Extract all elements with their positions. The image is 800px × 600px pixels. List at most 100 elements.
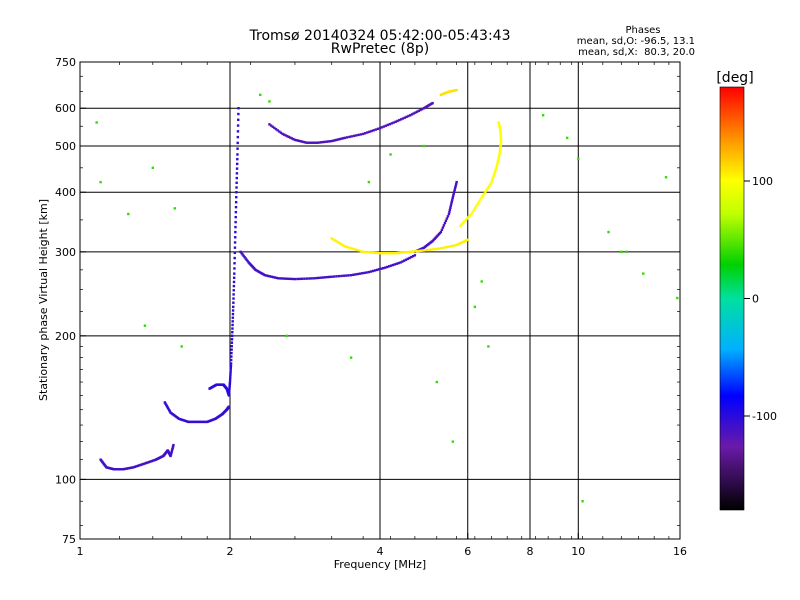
data-point xyxy=(296,139,300,142)
data-point xyxy=(341,137,345,140)
data-point xyxy=(396,251,399,255)
data-point xyxy=(382,125,386,128)
data-point xyxy=(135,465,138,468)
data-point xyxy=(271,125,274,128)
data-point xyxy=(302,140,305,144)
data-point xyxy=(403,116,406,119)
data-point xyxy=(419,249,422,252)
data-point xyxy=(233,251,237,255)
colorbar-ticks: 100 0 -100 xyxy=(744,175,777,423)
data-point xyxy=(403,251,406,254)
data-point xyxy=(378,126,382,130)
data-point xyxy=(230,341,234,344)
data-point xyxy=(268,123,271,126)
data-point xyxy=(461,221,465,225)
data-point xyxy=(565,136,569,140)
data-point xyxy=(333,239,337,242)
data-point xyxy=(368,130,371,133)
data-point xyxy=(380,126,384,129)
data-point xyxy=(367,270,371,274)
data-point xyxy=(323,276,327,279)
data-point xyxy=(197,420,200,424)
data-point xyxy=(171,446,174,450)
data-point xyxy=(454,186,457,190)
data-point xyxy=(445,245,449,249)
data-point xyxy=(227,392,231,395)
data-point xyxy=(402,259,406,262)
data-point xyxy=(286,134,289,138)
data-point xyxy=(236,141,239,145)
data-point xyxy=(494,168,498,171)
data-point xyxy=(299,140,302,143)
data-point xyxy=(230,358,233,362)
data-point xyxy=(130,466,134,469)
data-point xyxy=(121,468,125,471)
data-point xyxy=(364,250,367,254)
data-point xyxy=(338,242,342,245)
data-point xyxy=(234,205,238,209)
data-point xyxy=(345,274,348,277)
data-point xyxy=(359,133,363,136)
data-point xyxy=(437,247,440,250)
data-point xyxy=(330,139,333,143)
data-point xyxy=(499,139,503,142)
data-point xyxy=(289,277,292,281)
data-point xyxy=(230,355,233,358)
data-point xyxy=(235,176,238,180)
data-point xyxy=(143,462,147,465)
data-point xyxy=(409,250,412,254)
data-point xyxy=(127,212,130,216)
data-point xyxy=(132,466,135,469)
data-point xyxy=(151,459,155,462)
data-point xyxy=(450,202,453,205)
y-tick-label: 300 xyxy=(55,246,76,259)
data-point xyxy=(233,272,236,275)
data-point xyxy=(456,243,460,246)
data-point xyxy=(298,139,301,143)
data-point xyxy=(232,305,235,309)
data-point xyxy=(234,230,237,234)
data-point xyxy=(338,137,342,141)
data-point xyxy=(149,460,152,463)
data-point xyxy=(439,230,443,234)
data-point xyxy=(607,230,610,234)
data-point xyxy=(153,458,156,462)
data-point xyxy=(448,210,451,214)
data-point xyxy=(441,226,445,229)
data-point xyxy=(407,114,410,118)
data-point xyxy=(230,334,234,338)
data-point xyxy=(393,263,397,266)
data-point xyxy=(498,148,502,151)
data-point xyxy=(170,450,173,454)
data-point xyxy=(232,289,235,292)
data-point xyxy=(499,145,502,148)
chart-title: Tromsø 20140324 05:42:00-05:43:43 xyxy=(249,28,511,44)
data-point xyxy=(458,242,461,245)
data-point xyxy=(625,250,628,254)
colorbar-label: [deg] xyxy=(716,70,753,86)
data-point xyxy=(340,137,343,140)
data-point xyxy=(352,273,355,277)
data-point xyxy=(231,330,234,334)
data-point xyxy=(455,180,458,184)
data-point xyxy=(355,134,358,137)
data-point xyxy=(464,218,468,222)
data-point xyxy=(277,277,280,280)
x-axis-ticks: 1 2 4 6 8 10 16 xyxy=(77,62,687,558)
data-point xyxy=(389,264,393,267)
data-point xyxy=(398,118,401,122)
data-point xyxy=(228,382,232,385)
data-point xyxy=(440,228,444,232)
data-point xyxy=(499,142,503,145)
data-point xyxy=(290,137,294,140)
data-point xyxy=(497,154,501,158)
data-point xyxy=(287,277,290,280)
data-point xyxy=(401,251,405,254)
data-point xyxy=(143,324,147,327)
data-point xyxy=(499,133,502,136)
data-point xyxy=(474,206,477,210)
data-point xyxy=(315,276,318,280)
data-point xyxy=(129,466,133,470)
data-point xyxy=(387,265,391,268)
data-point xyxy=(473,305,477,309)
